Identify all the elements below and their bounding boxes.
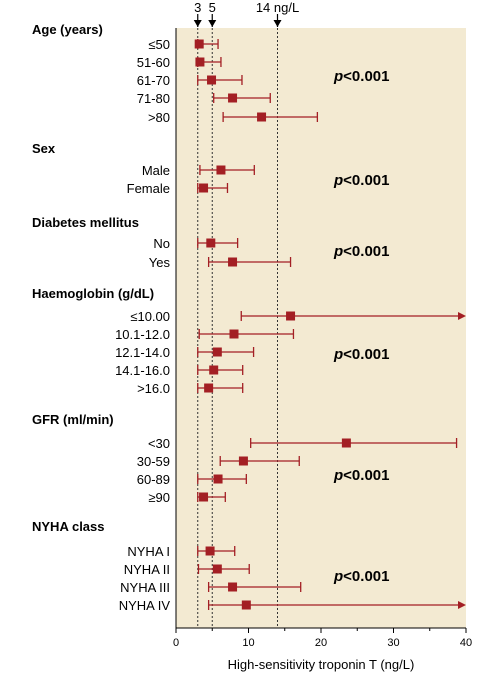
reference-arrow-head — [273, 20, 282, 27]
median-marker — [228, 257, 238, 267]
p-value-symbol: p — [333, 467, 343, 484]
p-value: p<0.001 — [333, 467, 389, 484]
median-marker — [241, 600, 251, 610]
category-label: 60-89 — [137, 472, 170, 487]
group-title: Haemoglobin (g/dL) — [32, 286, 154, 301]
reference-label: 14 ng/L — [256, 0, 299, 15]
p-value-symbol: p — [333, 243, 343, 260]
median-marker — [212, 564, 222, 574]
p-value-text: <0.001 — [343, 467, 389, 484]
reference-arrow-head — [193, 20, 202, 27]
plot-background — [176, 28, 466, 628]
category-label: NYHA IV — [119, 598, 171, 613]
p-value: p<0.001 — [333, 346, 389, 363]
p-value-text: <0.001 — [343, 568, 389, 585]
ci-arrow — [458, 312, 466, 320]
median-marker — [205, 546, 215, 556]
x-tick-label: 10 — [242, 637, 254, 649]
category-label: ≤50 — [148, 37, 170, 52]
ci-arrow — [458, 601, 466, 609]
p-value-text: <0.001 — [343, 243, 389, 260]
x-tick-label: 40 — [460, 637, 472, 649]
p-value-text: <0.001 — [343, 172, 389, 189]
category-label: >16.0 — [137, 381, 170, 396]
p-value: p<0.001 — [333, 172, 389, 189]
p-value-symbol: p — [333, 346, 343, 363]
group-title: Age (years) — [32, 22, 103, 37]
median-marker — [206, 238, 216, 248]
p-value-symbol: p — [333, 68, 343, 85]
category-label: ≤10.00 — [130, 309, 170, 324]
category-label: 12.1-14.0 — [115, 345, 170, 360]
median-marker — [209, 365, 219, 375]
median-marker — [212, 347, 222, 357]
median-marker — [228, 93, 238, 103]
median-marker — [199, 183, 209, 193]
reference-arrow-head — [208, 20, 217, 27]
median-marker — [199, 492, 209, 502]
median-marker — [207, 75, 217, 85]
x-axis-label: High-sensitivity troponin T (ng/L) — [228, 657, 415, 672]
group-title: Sex — [32, 141, 56, 156]
category-label: Male — [142, 163, 170, 178]
median-marker — [257, 112, 267, 122]
category-label: 14.1-16.0 — [115, 363, 170, 378]
p-value-text: <0.001 — [343, 68, 389, 85]
p-value: p<0.001 — [333, 68, 389, 85]
category-label: NYHA II — [124, 562, 170, 577]
p-value: p<0.001 — [333, 568, 389, 585]
category-label: <30 — [148, 436, 170, 451]
category-label: 30-59 — [137, 454, 170, 469]
group-title: GFR (ml/min) — [32, 412, 114, 427]
reference-label: 5 — [209, 0, 216, 15]
median-marker — [228, 582, 238, 592]
median-marker — [229, 329, 239, 339]
category-label: 10.1-12.0 — [115, 327, 170, 342]
group-title: NYHA class — [32, 519, 105, 534]
category-label: No — [153, 236, 170, 251]
x-tick-label: 0 — [173, 637, 179, 649]
x-tick-label: 20 — [315, 637, 327, 649]
category-label: NYHA III — [120, 580, 170, 595]
p-value-symbol: p — [333, 172, 343, 189]
p-value-text: <0.001 — [343, 346, 389, 363]
median-marker — [216, 165, 226, 175]
category-label: Female — [127, 181, 170, 196]
x-tick-label: 30 — [387, 637, 399, 649]
median-marker — [286, 311, 296, 321]
median-marker — [195, 57, 205, 67]
category-label: Yes — [149, 255, 171, 270]
median-marker — [194, 39, 204, 49]
median-marker — [341, 438, 351, 448]
median-marker — [204, 383, 214, 393]
category-label: 51-60 — [137, 55, 170, 70]
p-value: p<0.001 — [333, 243, 389, 260]
category-label: >80 — [148, 110, 170, 125]
reference-label: 3 — [194, 0, 201, 15]
category-label: 61-70 — [137, 73, 170, 88]
category-label: 71-80 — [137, 91, 170, 106]
category-label: NYHA I — [127, 544, 170, 559]
p-value-symbol: p — [333, 568, 343, 585]
category-label: ≥90 — [148, 490, 170, 505]
group-title: Diabetes mellitus — [32, 215, 139, 230]
median-marker — [238, 456, 248, 466]
median-marker — [213, 474, 223, 484]
